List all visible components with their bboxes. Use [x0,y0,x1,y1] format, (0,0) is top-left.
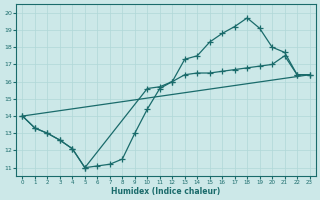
X-axis label: Humidex (Indice chaleur): Humidex (Indice chaleur) [111,187,221,196]
